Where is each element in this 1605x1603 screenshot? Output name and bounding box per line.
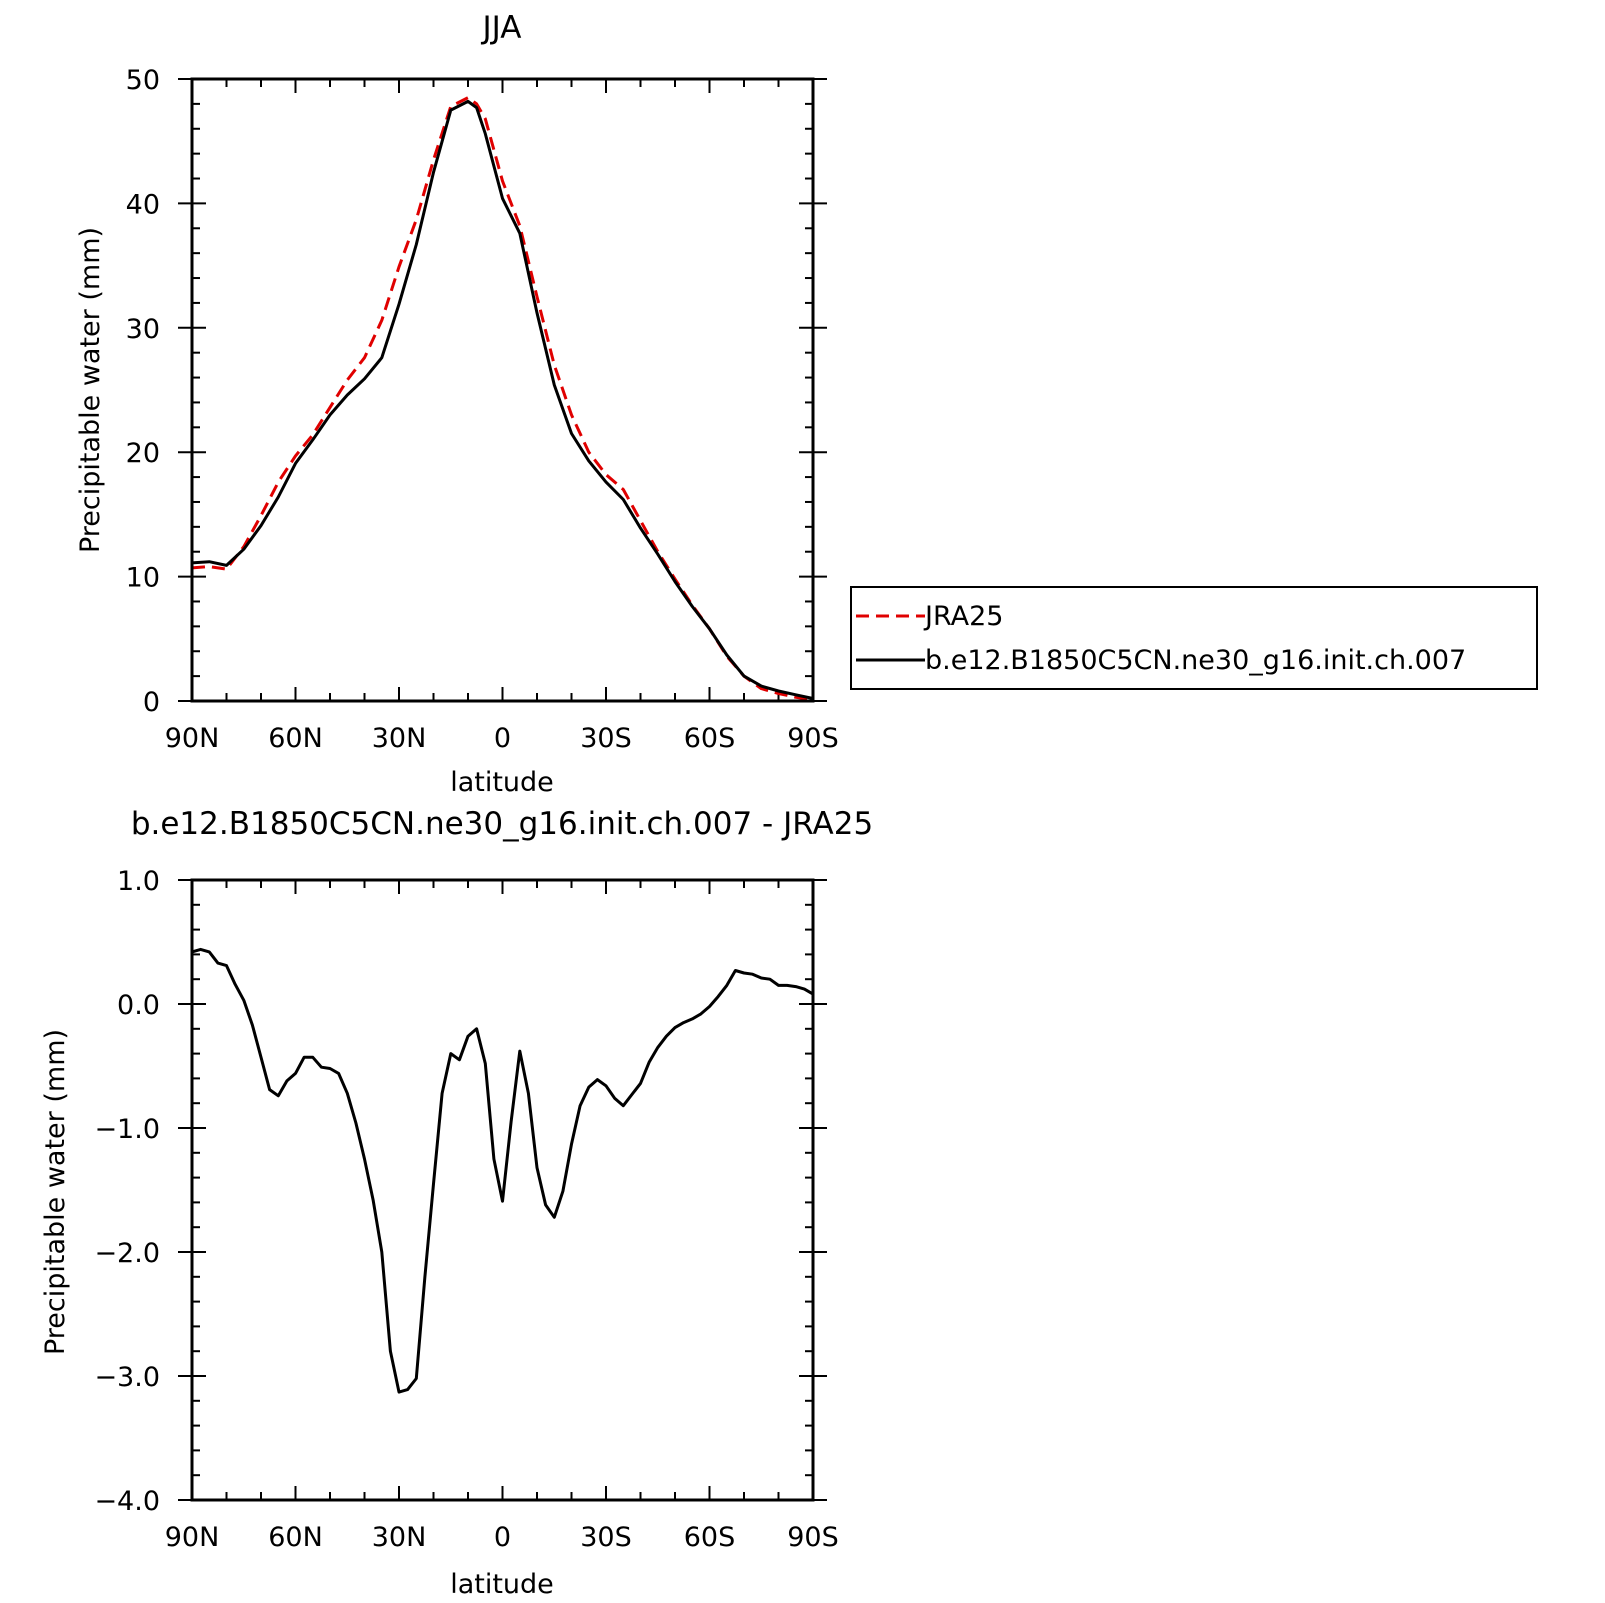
x-tick-label: 60N [268, 1522, 323, 1553]
y-tick-label: −4.0 [94, 1486, 160, 1517]
bottom-ylabel: Precipitable water (mm) [40, 1029, 71, 1355]
x-tick-label: 0 [494, 1522, 511, 1553]
bottom-xlabel: latitude [450, 1569, 554, 1600]
y-tick-label: 0 [143, 687, 160, 718]
x-tick-label: 30N [372, 1522, 427, 1553]
y-tick-label: 10 [126, 563, 160, 594]
x-tick-label: 60S [684, 723, 736, 754]
bottom-ytick-labels: −4.0 −3.0 −2.0 −1.0 0.0 1.0 [94, 866, 160, 1517]
bottom-panel: b.e12.B1850C5CN.ne30_g16.init.ch.007 - J… [40, 806, 873, 1600]
y-tick-label: 30 [126, 314, 160, 345]
y-tick-label: 1.0 [117, 866, 160, 897]
x-tick-label: 0 [494, 723, 511, 754]
legend-label-jra25: JRA25 [923, 601, 1003, 632]
x-tick-label: 30N [372, 723, 427, 754]
top-ytick-labels: 0 10 20 30 40 50 [126, 65, 160, 718]
bottom-xtick-labels: 90N 60N 30N 0 30S 60S 90S [165, 1522, 839, 1553]
bottom-plot-frame [190, 878, 815, 1502]
x-tick-label: 30S [580, 723, 632, 754]
series-line-jra25 [191, 96, 814, 702]
top-ticks [178, 78, 827, 702]
top-xtick-labels: 90N 60N 30N 0 30S 60S 90S [165, 723, 839, 754]
y-tick-label: 40 [126, 189, 160, 220]
x-tick-label: 90S [787, 1522, 839, 1553]
bottom-series-lines [191, 947, 814, 1394]
bottom-chart-title: b.e12.B1850C5CN.ne30_g16.init.ch.007 - J… [131, 806, 873, 842]
y-tick-label: 0.0 [117, 990, 160, 1021]
legend: JRA25 b.e12.B1850C5CN.ne30_g16.init.ch.0… [850, 586, 1538, 690]
legend-label-model: b.e12.B1850C5CN.ne30_g16.init.ch.007 [925, 645, 1466, 676]
x-tick-label: 90S [787, 723, 839, 754]
y-tick-label: −2.0 [94, 1238, 160, 1269]
y-tick-label: 50 [126, 65, 160, 96]
series-line-difference [191, 947, 814, 1394]
top-plot-frame [190, 77, 815, 703]
legend-box [850, 586, 1538, 690]
top-ylabel: Precipitable water (mm) [75, 227, 106, 553]
x-tick-label: 30S [580, 1522, 632, 1553]
y-tick-label: −3.0 [94, 1362, 160, 1393]
top-xlabel: latitude [450, 767, 554, 798]
x-tick-label: 90N [165, 1522, 220, 1553]
x-tick-label: 90N [165, 723, 220, 754]
x-tick-label: 60N [268, 723, 323, 754]
x-tick-label: 60S [684, 1522, 736, 1553]
top-chart-title: JJA [481, 10, 522, 46]
y-tick-label: −1.0 [94, 1114, 160, 1145]
series-line-b-e12-b1850c5cn-ne30-g16-init-ch-007 [191, 99, 814, 700]
top-panel: JJA 90N 60N 30N 0 30S 60S 90S 0 10 20 30 40 50 lati… [75, 10, 839, 798]
top-series-lines [191, 96, 814, 702]
y-tick-label: 20 [126, 438, 160, 469]
